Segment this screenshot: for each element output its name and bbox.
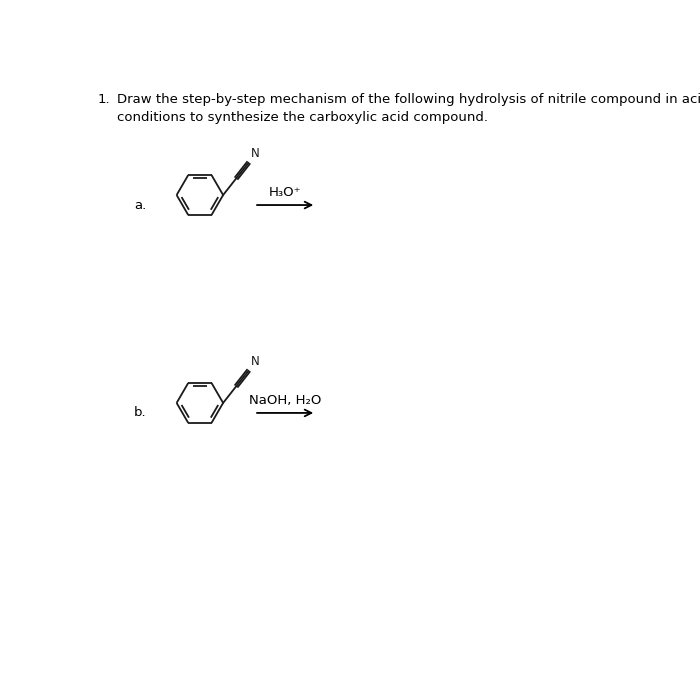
Text: a.: a. <box>134 198 146 211</box>
Text: H₃O⁺: H₃O⁺ <box>269 186 302 199</box>
Text: NaOH, H₂O: NaOH, H₂O <box>249 394 321 406</box>
Text: b.: b. <box>134 406 146 419</box>
Text: 1.: 1. <box>97 93 110 106</box>
Text: N: N <box>251 355 260 368</box>
Text: N: N <box>251 147 260 160</box>
Text: Draw the step-by-step mechanism of the following hydrolysis of nitrile compound : Draw the step-by-step mechanism of the f… <box>117 93 700 124</box>
